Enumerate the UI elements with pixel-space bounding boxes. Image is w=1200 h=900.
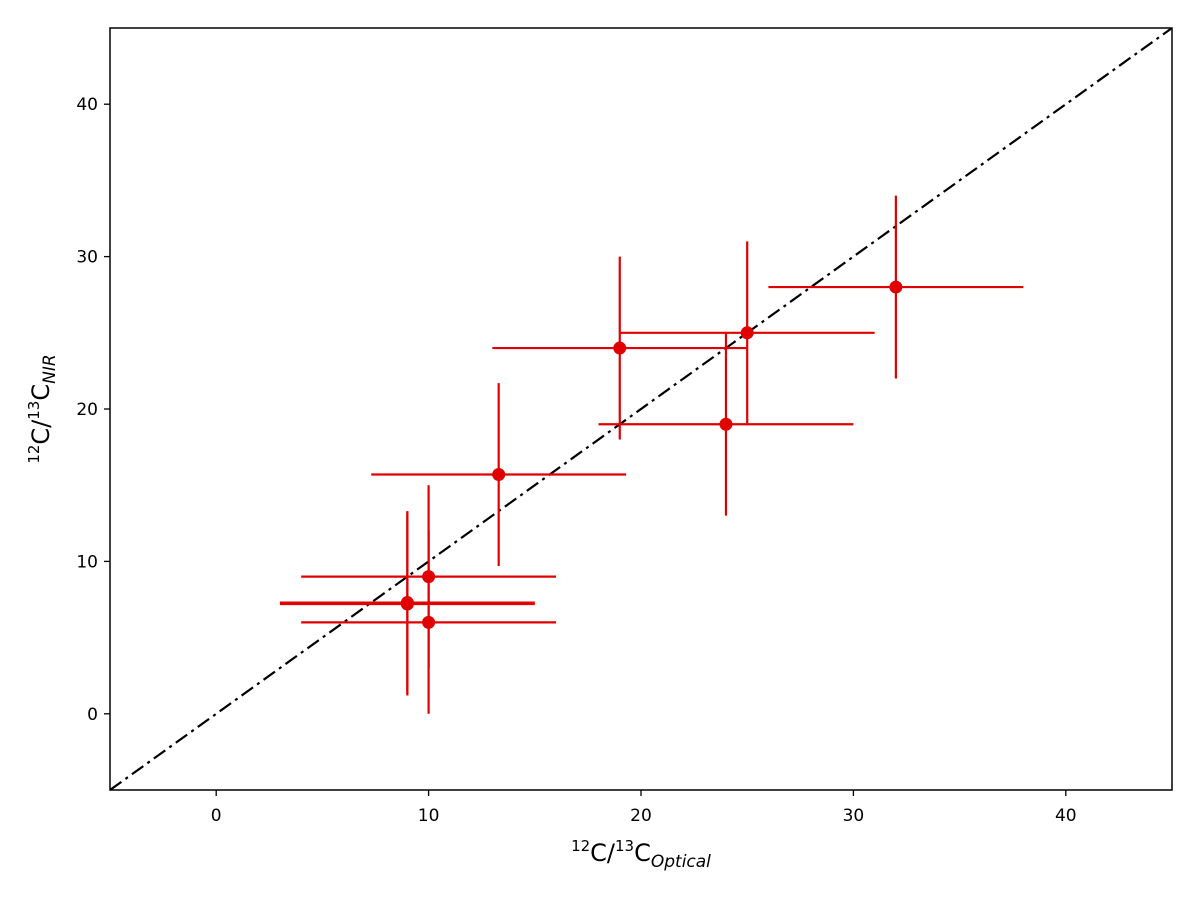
- x-tick-label-2: 20: [630, 806, 652, 826]
- x-tick-label-0: 0: [211, 806, 222, 826]
- x-tick-label-3: 30: [843, 806, 865, 826]
- reference-line: [110, 28, 1172, 790]
- axis-ticks: 0 10 20 30 40 0 10 20 30 40: [76, 95, 1076, 826]
- y-tick-label-0: 0: [87, 705, 98, 725]
- y-tick-label-1: 10: [76, 552, 98, 572]
- y-tick-label-2: 20: [76, 400, 98, 420]
- data-point-1: [400, 597, 414, 611]
- data-point-3: [422, 615, 436, 629]
- data-point-7: [740, 326, 754, 340]
- data-point-8: [889, 280, 903, 294]
- data-point-5: [613, 341, 627, 355]
- y-tick-label-3: 30: [76, 248, 98, 268]
- x-tick-label-1: 10: [418, 806, 440, 826]
- data-point-2: [422, 570, 436, 584]
- x-tick-label-4: 40: [1055, 806, 1077, 826]
- plot-area: [110, 28, 1172, 790]
- y-axis-label: 12C/13CNIR: [25, 354, 60, 463]
- y-tick-label-4: 40: [76, 95, 98, 115]
- data-point-6: [719, 417, 733, 431]
- x-axis-label: 12C/13COptical: [571, 837, 711, 872]
- plot-layer: [110, 28, 1172, 790]
- data-point-4: [492, 468, 506, 482]
